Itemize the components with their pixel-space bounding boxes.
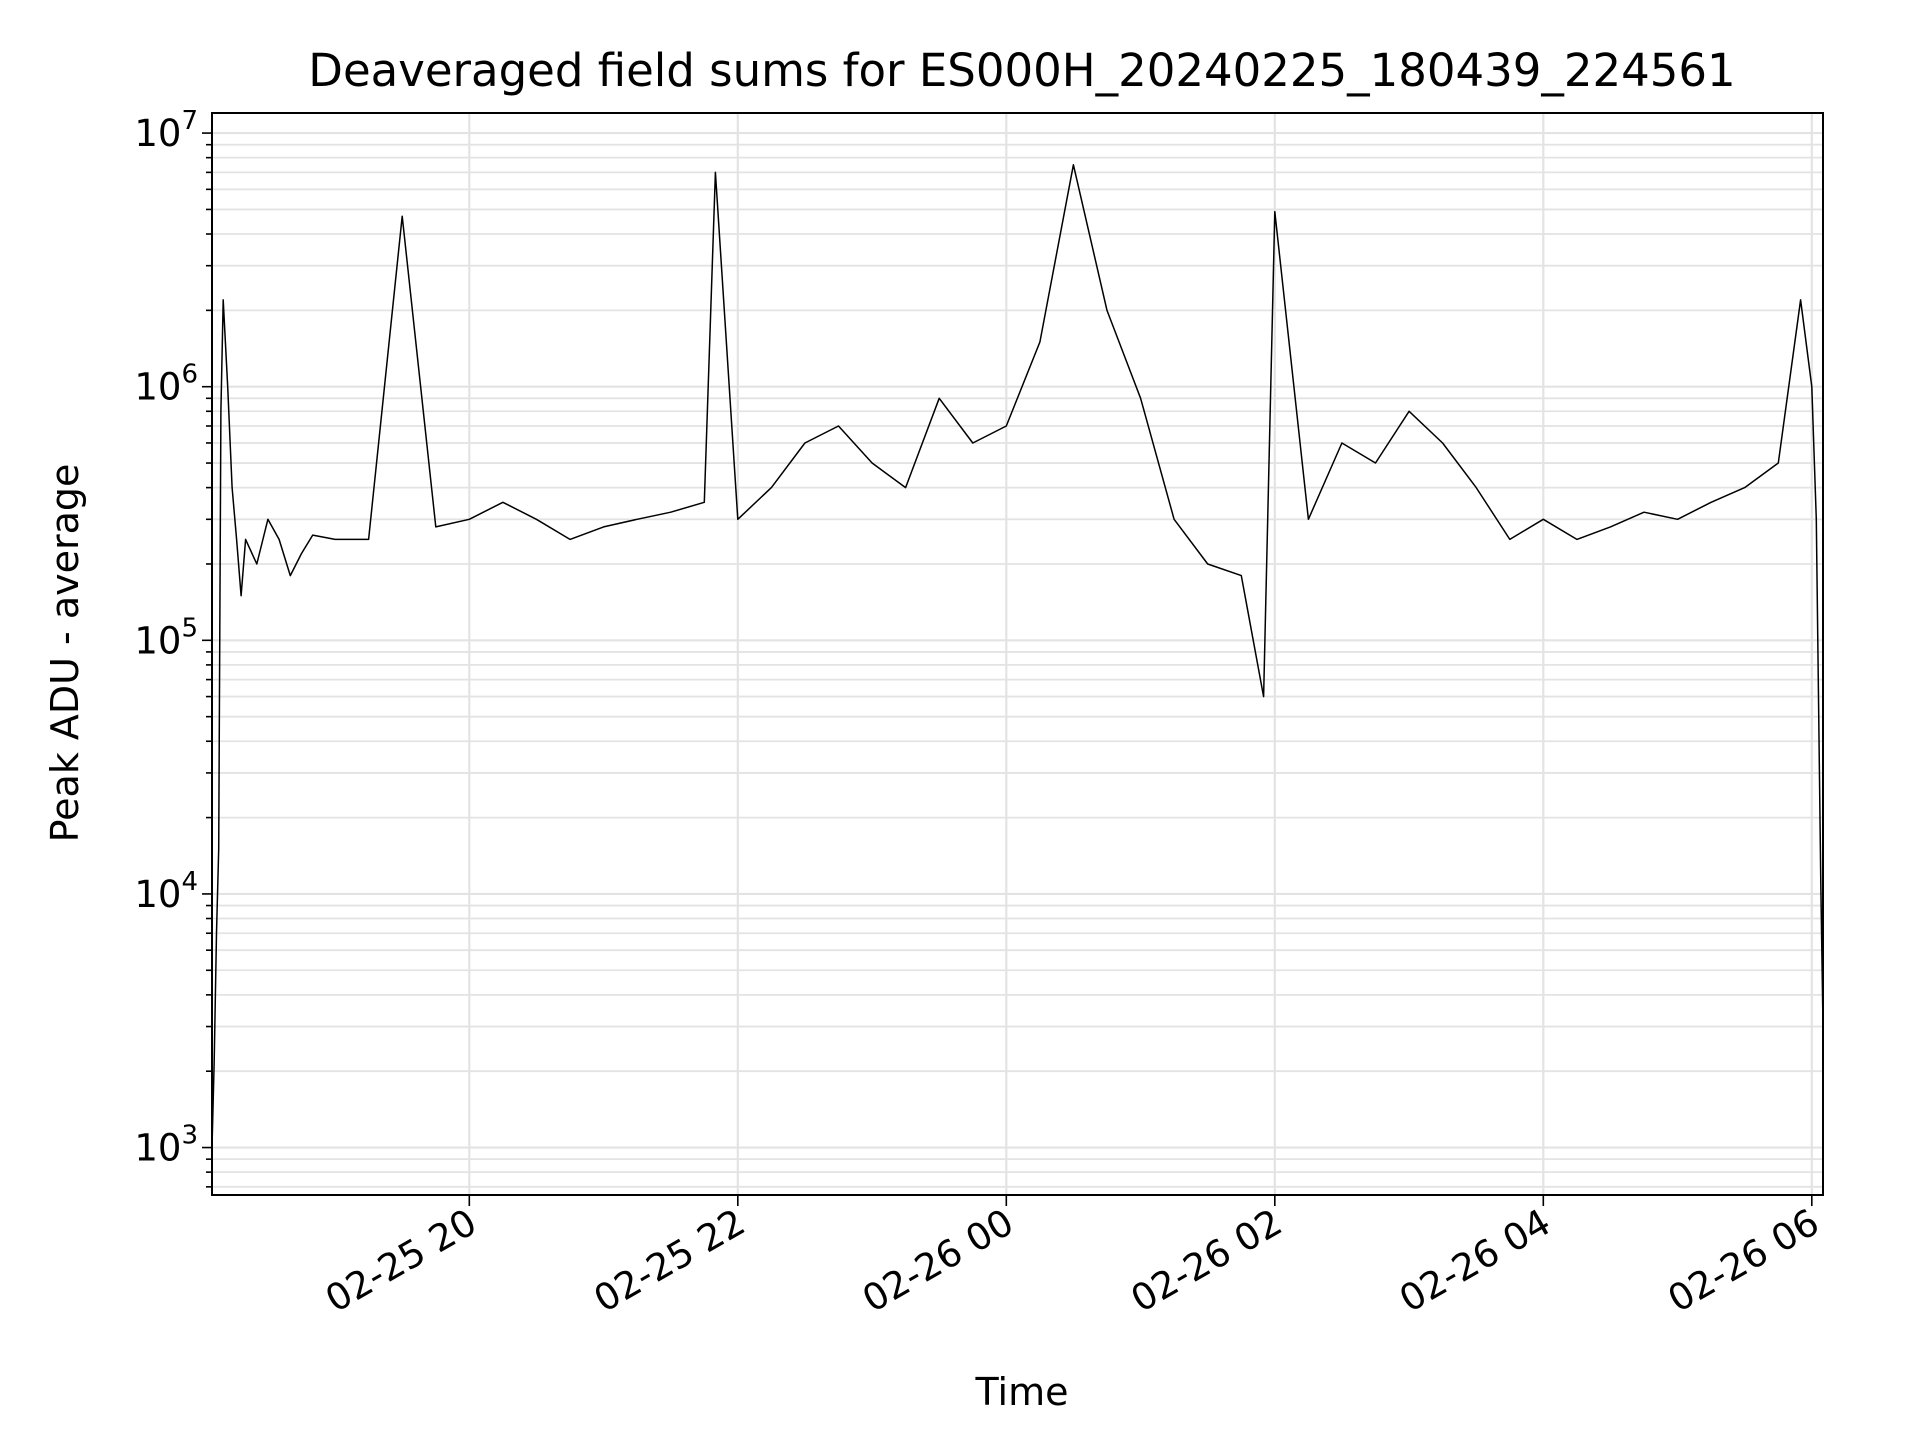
y-tick-base: 10 (134, 366, 181, 409)
y-tick-exponent: 4 (181, 867, 198, 897)
y-tick-label: 106 (134, 360, 198, 409)
grid (212, 113, 1823, 1195)
y-tick-exponent: 7 (181, 106, 198, 136)
y-tick-exponent: 6 (181, 360, 198, 390)
y-tick-exponent: 5 (181, 613, 198, 643)
y-tick-label: 104 (134, 867, 198, 916)
x-tick-label: 02-26 06 (1661, 1201, 1827, 1321)
x-axis-label: Time (975, 1370, 1069, 1414)
x-tick-label: 02-26 02 (1124, 1201, 1290, 1321)
x-tick-label: 02-25 22 (587, 1201, 753, 1321)
y-tick-exponent: 3 (181, 1121, 198, 1151)
y-tick-base: 10 (134, 1127, 181, 1170)
y-tick-label: 105 (134, 613, 198, 662)
series-line (211, 164, 1824, 1148)
y-tick-label: 103 (134, 1121, 198, 1170)
y-axis-label: Peak ADU - average (43, 464, 87, 843)
axes-frame (211, 112, 1824, 1196)
y-tick-base: 10 (134, 112, 181, 155)
y-tick-base: 10 (134, 873, 181, 916)
x-tick-label: 02-26 00 (855, 1201, 1021, 1321)
x-tick-label: 02-25 20 (318, 1201, 484, 1321)
y-tick-label: 107 (134, 106, 198, 155)
y-tick-base: 10 (134, 619, 181, 662)
plot-area (211, 164, 1824, 1148)
x-tick-label: 02-26 04 (1392, 1201, 1558, 1321)
chart-title: Deaveraged field sums for ES000H_2024022… (308, 44, 1735, 97)
